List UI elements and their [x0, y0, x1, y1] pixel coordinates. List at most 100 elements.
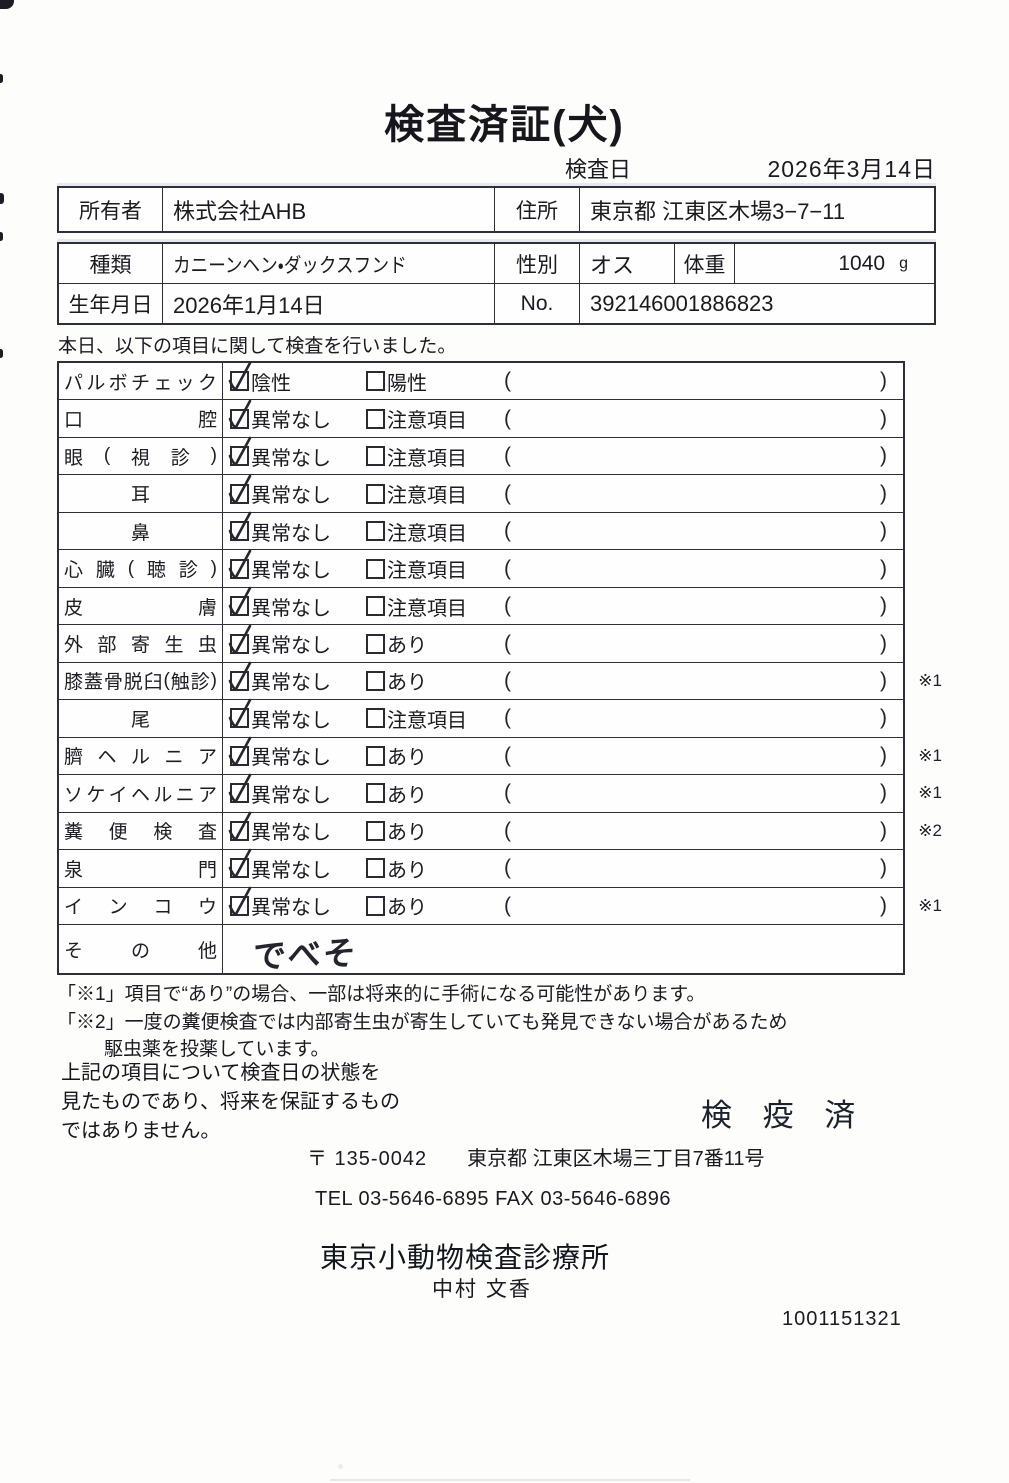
- option2: 陽性: [366, 367, 427, 396]
- breed-label: 種類: [59, 244, 163, 283]
- paren-open-symbol: (: [504, 406, 511, 430]
- paren-close-symbol: ): [880, 406, 887, 430]
- option2-label: あり: [387, 822, 427, 845]
- checkbox-option2: [366, 633, 385, 654]
- inspection-item-label: 皮膚: [59, 587, 223, 625]
- paren-open-symbol: (: [504, 893, 511, 917]
- inspection-row-content: 異常なし 注意項目 ( ): [223, 474, 903, 511]
- address-label: 住所: [495, 188, 580, 231]
- option2-label: あり: [387, 784, 427, 807]
- option2-label: 陽性: [387, 372, 427, 395]
- other-content: でべそ: [223, 925, 903, 976]
- scan-artifact: [0, 349, 3, 358]
- option1-label: 陰性: [251, 372, 291, 395]
- option1-label: 異常なし: [251, 410, 331, 433]
- inspection-row: 臍ヘルニア 異常なし あり ( ) ※1: [59, 736, 942, 775]
- option2-label: 注意項目: [387, 447, 467, 470]
- clinic-address: 東京都 江東区木場三丁目7番11号: [467, 1148, 765, 1170]
- inspection-row: 糞便検査 異常なし あり ( ) ※2: [59, 811, 942, 850]
- inspection-item-label: 外部寄生虫: [59, 625, 223, 662]
- inspection-row-content: 異常なし あり ( ): [223, 624, 903, 661]
- option2-label: 注意項目: [387, 597, 467, 620]
- weight-value: 1040 g: [735, 244, 934, 283]
- option1: 異常なし: [228, 549, 331, 583]
- animal-row-1: 種類 カニーンヘン・ダックスフンド 性別 オス 体重 1040 g: [59, 244, 934, 283]
- inspection-item-label: 眼(視診): [59, 437, 223, 475]
- checkbox-option2: [366, 446, 385, 467]
- row-note-marker: ※1: [918, 745, 942, 765]
- inspection-item-label: 尾: [59, 700, 223, 737]
- checkbox-option2: [366, 521, 385, 542]
- option1: 異常なし: [228, 436, 331, 471]
- checkbox-option1: [228, 811, 252, 841]
- option2-label: あり: [387, 635, 427, 658]
- option2-label: 注意項目: [387, 485, 467, 508]
- checkbox-option2: [366, 483, 385, 504]
- inspection-item-label: パルボチェック: [59, 363, 223, 400]
- inspection-row-content: 陰性 陽性 ( ): [223, 361, 903, 399]
- scan-artifact: [0, 232, 3, 241]
- paren-open-symbol: (: [504, 856, 511, 880]
- paren-close-symbol: ): [880, 743, 887, 767]
- option1: 異常なし: [228, 474, 331, 508]
- inspection-item-label: 糞便検査: [59, 812, 223, 850]
- checkbox-option2: [366, 783, 385, 804]
- inspection-item-label: その他: [59, 925, 223, 974]
- inspection-row-content: 異常なし 注意項目 ( ): [223, 399, 903, 436]
- checkbox-option2: [366, 820, 385, 841]
- option2-label: あり: [387, 859, 427, 882]
- inspection-item-label: 膝蓋骨脱臼(触診): [59, 662, 223, 700]
- paren-close-symbol: ): [880, 668, 887, 692]
- paren-open-symbol: (: [504, 481, 511, 505]
- paren-close-symbol: ): [880, 556, 887, 580]
- inspection-row: 眼(視診) 異常なし 注意項目 ( ): [59, 436, 903, 475]
- option2: あり: [366, 816, 427, 845]
- option1-label: 異常なし: [251, 859, 331, 882]
- paren-close-symbol: ): [880, 706, 887, 730]
- option2: あり: [366, 629, 427, 658]
- disclaimer-line-1: 上記の項目について検査日の状態を: [61, 1062, 381, 1084]
- checkbox-option2: [366, 895, 385, 916]
- sex-value: オス: [580, 244, 675, 283]
- row-note-marker: ※2: [918, 820, 942, 840]
- inspection-row: 膝蓋骨脱臼(触診) 異常なし あり ( ) ※1: [59, 661, 942, 700]
- paren-open-symbol: (: [504, 519, 511, 543]
- weight-label: 体重: [675, 244, 735, 283]
- option2: あり: [366, 891, 427, 920]
- option2: あり: [366, 779, 427, 808]
- checkbox-option1: [228, 436, 252, 467]
- inspection-row: インコウ 異常なし あり ( ) ※1: [59, 886, 942, 925]
- inspection-row: 耳 異常なし 注意項目 ( ): [59, 474, 903, 512]
- option1: 異常なし: [228, 849, 331, 883]
- inspection-row-content: 異常なし 注意項目 ( ): [223, 699, 903, 736]
- note-2-continuation: 駆虫薬を投薬しています。: [104, 1039, 330, 1060]
- inspection-row: 心臓(聴診) 異常なし 注意項目 ( ): [59, 549, 903, 587]
- inspection-item-label: インコウ: [59, 887, 223, 925]
- row-note-marker: ※1: [918, 670, 942, 690]
- inspection-item-label: 口腔: [59, 400, 223, 437]
- option1-label: 異常なし: [251, 597, 331, 620]
- option1-label: 異常なし: [251, 560, 331, 583]
- checkbox-option1: [228, 549, 252, 579]
- checkbox-option2: [366, 858, 385, 879]
- option1: 異常なし: [228, 399, 331, 433]
- paren-close-symbol: ): [880, 369, 887, 393]
- option1: 異常なし: [228, 774, 331, 808]
- option2: 注意項目: [366, 479, 467, 508]
- option1-label: 異常なし: [251, 709, 331, 732]
- option2: 注意項目: [366, 442, 467, 471]
- paren-close-symbol: ): [880, 519, 887, 543]
- checkbox-option1: [228, 586, 252, 617]
- scan-artifact: [330, 1479, 690, 1481]
- option2: あり: [366, 741, 427, 770]
- document-title: 検査済証(犬): [384, 103, 625, 147]
- tel-fax-line: TEL 03-5646-6895 FAX 03-5646-6896: [315, 1188, 672, 1210]
- exam-date-value: 2026年3月14日: [767, 156, 936, 182]
- checkbox-option2: [366, 408, 385, 429]
- paren-open-symbol: (: [504, 818, 511, 842]
- option1: 異常なし: [228, 736, 331, 770]
- option2-label: 注意項目: [387, 522, 467, 545]
- option2: 注意項目: [366, 517, 467, 546]
- scan-artifact: [0, 74, 3, 83]
